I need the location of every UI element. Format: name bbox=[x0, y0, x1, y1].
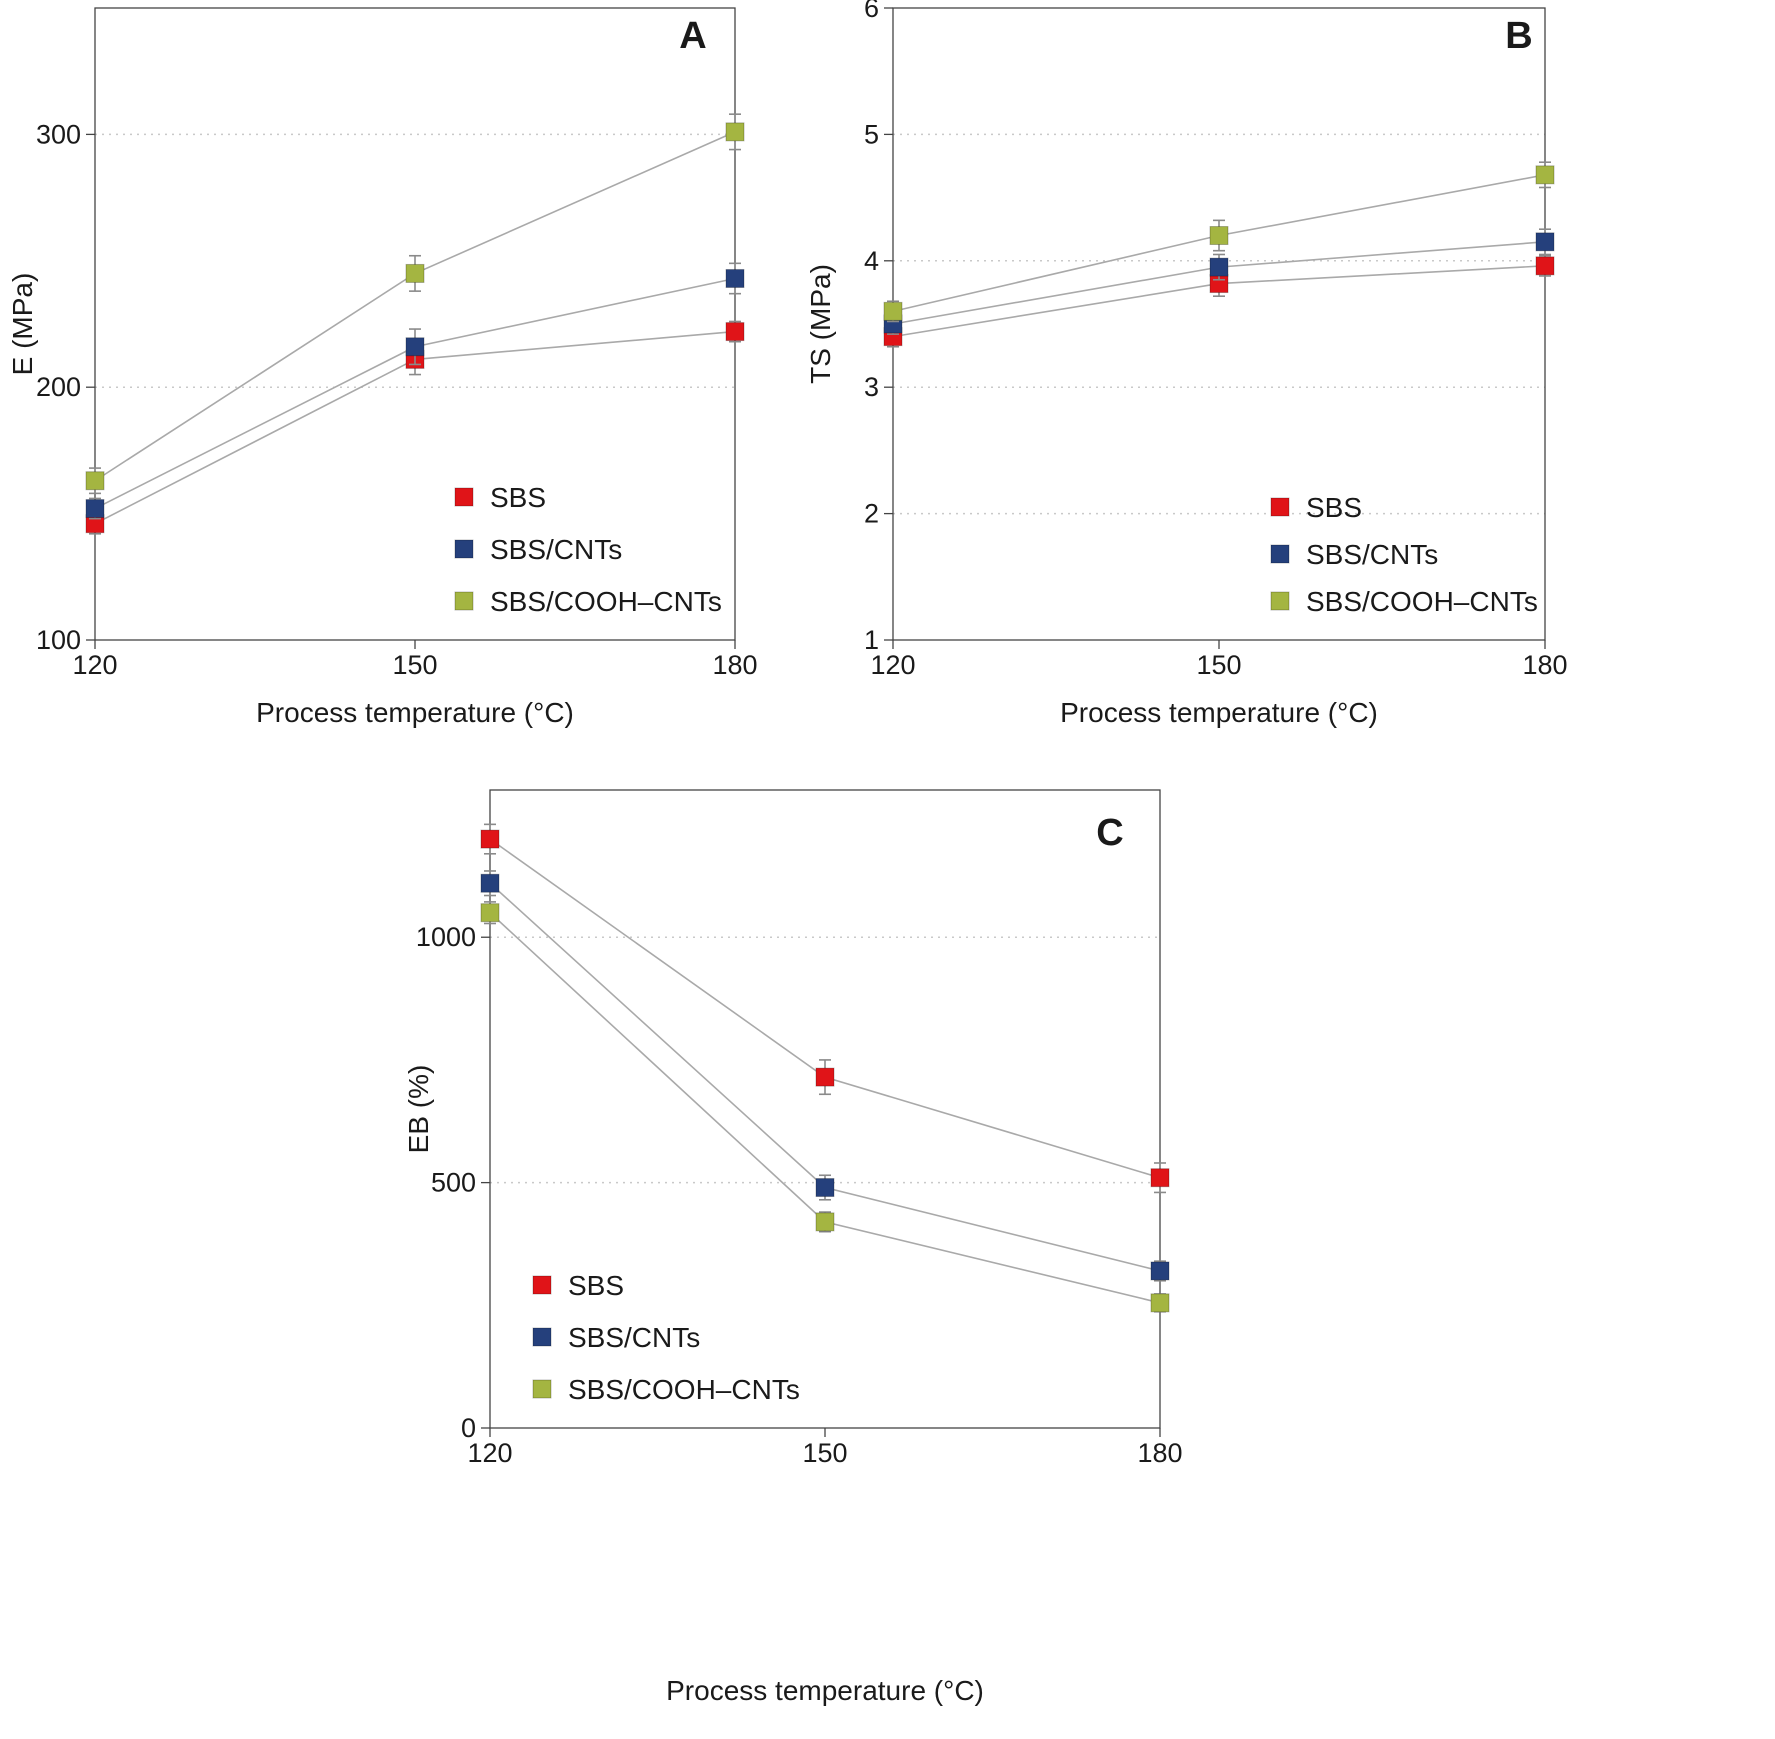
series-SBS/COOH–CNTs bbox=[480, 901, 1170, 1313]
panel-letter: B bbox=[1505, 15, 1532, 57]
legend-label: SBS/COOH–CNTs bbox=[1306, 586, 1538, 617]
y-tick-label: 100 bbox=[36, 625, 81, 655]
series-marker bbox=[1150, 1168, 1170, 1188]
legend-label: SBS bbox=[1306, 492, 1362, 523]
series-marker bbox=[1535, 256, 1555, 276]
series-SBS/COOH–CNTs bbox=[85, 113, 745, 495]
series-marker bbox=[725, 322, 745, 342]
series-marker bbox=[1150, 1293, 1170, 1313]
x-tick-label: 150 bbox=[392, 650, 437, 680]
x-tick-label: 180 bbox=[1137, 1438, 1182, 1468]
series-marker bbox=[883, 301, 903, 321]
series-SBS/CNTs bbox=[85, 262, 745, 520]
series-marker bbox=[1535, 232, 1555, 252]
panel-B: 1 2 3 4 5 6 120 150 180 Process temperature (°C) T… bbox=[805, 0, 1568, 728]
legend: SBS SBS/CNTs SBS/COOH–CNTs bbox=[532, 1270, 800, 1405]
x-tick-label: 150 bbox=[802, 1438, 847, 1468]
y-tick-label: 2 bbox=[864, 499, 879, 529]
y-tick-label: 3 bbox=[864, 372, 879, 402]
panel-letter: A bbox=[679, 15, 706, 57]
series-marker bbox=[480, 903, 500, 923]
series-marker bbox=[725, 122, 745, 142]
legend-swatch bbox=[1270, 497, 1290, 517]
x-tick-label: 120 bbox=[72, 650, 117, 680]
x-tick-label: 120 bbox=[870, 650, 915, 680]
series-marker bbox=[85, 471, 105, 491]
legend-swatch bbox=[454, 591, 474, 611]
legend-swatch bbox=[454, 487, 474, 507]
series-line bbox=[94, 131, 736, 482]
series-marker bbox=[815, 1212, 835, 1232]
series-line bbox=[489, 838, 1161, 1179]
legend-label: SBS bbox=[490, 482, 546, 513]
legend-swatch bbox=[454, 539, 474, 559]
series-marker bbox=[725, 268, 745, 288]
legend-swatch bbox=[532, 1275, 552, 1295]
legend: SBS SBS/CNTs SBS/COOH–CNTs bbox=[454, 482, 722, 617]
y-axis-label: TS (MPa) bbox=[805, 264, 836, 384]
panel-C: 0 500 1000 120 150 180 Process temperature (°C… bbox=[403, 789, 1183, 1706]
y-tick-label: 6 bbox=[864, 0, 879, 23]
series-SBS/COOH–CNTs bbox=[883, 161, 1555, 323]
series-marker bbox=[815, 1067, 835, 1087]
y-tick-label: 1 bbox=[864, 625, 879, 655]
series-marker bbox=[815, 1178, 835, 1198]
series-marker bbox=[1209, 226, 1229, 246]
series-marker bbox=[1209, 257, 1229, 277]
y-tick-label: 4 bbox=[864, 246, 879, 276]
legend-swatch bbox=[1270, 544, 1290, 564]
plot-border bbox=[892, 7, 1546, 641]
legend-label: SBS/COOH–CNTs bbox=[568, 1374, 800, 1405]
legend-swatch bbox=[532, 1379, 552, 1399]
legend-label: SBS/CNTs bbox=[568, 1322, 700, 1353]
series-marker bbox=[480, 829, 500, 849]
x-tick-label: 180 bbox=[1522, 650, 1567, 680]
series-line bbox=[489, 912, 1161, 1304]
legend-label: SBS bbox=[568, 1270, 624, 1301]
panel-letter: C bbox=[1096, 812, 1123, 854]
legend-label: SBS/COOH–CNTs bbox=[490, 586, 722, 617]
legend-label: SBS/CNTs bbox=[1306, 539, 1438, 570]
series-marker bbox=[1150, 1261, 1170, 1281]
series-marker bbox=[1535, 165, 1555, 185]
series-marker bbox=[405, 263, 425, 283]
x-axis-label: Process temperature (°C) bbox=[256, 697, 574, 728]
legend-label: SBS/CNTs bbox=[490, 534, 622, 565]
series-marker bbox=[405, 337, 425, 357]
panel-A: 100 200 300 120 150 180 Process temperature (°… bbox=[7, 7, 758, 728]
y-tick-label: 300 bbox=[36, 119, 81, 149]
y-tick-label: 200 bbox=[36, 372, 81, 402]
y-tick-label: 500 bbox=[431, 1168, 476, 1198]
legend-swatch bbox=[532, 1327, 552, 1347]
series-marker bbox=[85, 499, 105, 519]
x-axis-label: Process temperature (°C) bbox=[666, 1675, 984, 1706]
y-tick-label: 1000 bbox=[416, 922, 476, 952]
series-marker bbox=[480, 873, 500, 893]
plot-border bbox=[94, 7, 736, 641]
y-axis-label: E (MPa) bbox=[7, 273, 38, 376]
series-SBS/CNTs bbox=[480, 870, 1170, 1282]
x-tick-label: 180 bbox=[712, 650, 757, 680]
x-tick-label: 150 bbox=[1196, 650, 1241, 680]
series-SBS bbox=[480, 823, 1170, 1194]
x-tick-label: 120 bbox=[467, 1438, 512, 1468]
legend-swatch bbox=[1270, 591, 1290, 611]
legend: SBS SBS/CNTs SBS/COOH–CNTs bbox=[1270, 492, 1538, 617]
y-tick-label: 5 bbox=[864, 119, 879, 149]
x-axis-label: Process temperature (°C) bbox=[1060, 697, 1378, 728]
y-axis-label: EB (%) bbox=[403, 1065, 434, 1154]
y-tick-label: 0 bbox=[461, 1413, 476, 1443]
